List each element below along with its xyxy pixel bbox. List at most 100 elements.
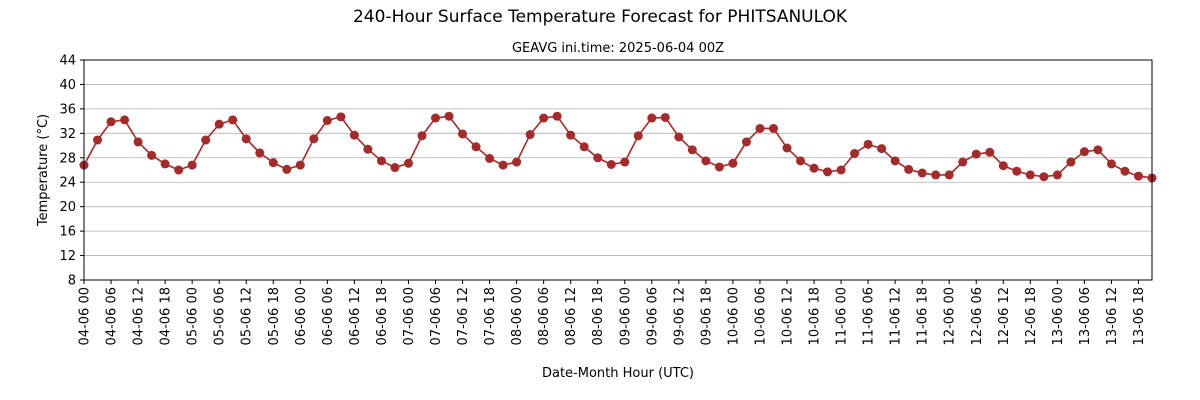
data-point [417,131,427,141]
data-point [741,137,751,147]
data-point [620,157,630,167]
data-point [309,134,319,144]
x-tick-label: 06-06 06 [321,287,336,345]
y-tick-label: 24 [59,176,76,191]
y-tick-label: 28 [59,151,76,166]
data-point [998,161,1008,171]
x-tick-label: 09-06 18 [699,287,714,345]
x-tick-label: 13-06 12 [1105,287,1120,345]
data-point [687,145,697,155]
data-point [147,150,157,160]
y-tick-label: 40 [59,78,76,93]
x-tick-label: 12-06 06 [970,287,985,345]
data-point [823,167,833,177]
data-point [863,139,873,149]
x-tick-label: 04-06 06 [105,287,120,345]
data-point [282,164,292,174]
data-point [1012,166,1022,176]
x-tick-label: 13-06 18 [1132,287,1147,345]
x-tick-label: 12-06 12 [997,287,1012,345]
data-point [796,156,806,166]
y-tick-label: 8 [68,274,76,289]
x-tick-label: 10-06 12 [780,287,795,345]
x-tick-label: 08-06 12 [564,287,579,345]
temperature-series-line [83,115,1153,179]
data-point [214,119,224,129]
x-tick-label: 12-06 18 [1024,287,1039,345]
data-point [498,160,508,170]
x-tick-label: 07-06 18 [483,287,498,345]
data-point [485,153,495,163]
x-tick-label: 06-06 18 [375,287,390,345]
data-point [674,132,684,142]
data-point [1133,171,1143,181]
x-tick-label: 13-06 00 [1051,287,1066,345]
x-tick-label: 09-06 06 [645,287,660,345]
data-point [917,168,927,178]
data-point [552,111,562,121]
x-tick-label: 07-06 12 [456,287,471,345]
y-axis-label: Temperature (°C) [36,114,51,227]
x-tick-label: 06-06 00 [294,287,309,345]
data-point [539,113,549,123]
data-point [985,147,995,157]
data-point [931,170,941,180]
x-tick-label: 05-06 00 [186,287,201,345]
x-tick-label: 10-06 00 [726,287,741,345]
data-point [458,129,468,139]
data-point [958,157,968,167]
x-tick-label: 07-06 00 [402,287,417,345]
data-point [1025,170,1035,180]
data-point [728,158,738,168]
chart-subtitle: GEAVG ini.time: 2025-06-04 00Z [512,41,724,56]
data-point [390,163,400,173]
data-point [187,160,197,170]
data-point [768,123,778,133]
data-point [430,113,440,123]
data-point [714,162,724,172]
data-point [363,144,373,154]
data-point [904,164,914,174]
data-point [1120,166,1130,176]
x-tick-label: 05-06 18 [267,287,282,345]
x-tick-label: 04-06 18 [159,287,174,345]
data-point [255,148,265,158]
x-tick-label: 07-06 06 [429,287,444,345]
data-point [1106,159,1116,169]
data-point [444,111,454,121]
x-tick-label: 09-06 12 [672,287,687,345]
x-tick-label: 13-06 06 [1078,287,1093,345]
x-tick-label: 11-06 12 [889,287,904,345]
data-point [160,159,170,169]
y-tick-label: 12 [59,249,76,264]
x-tick-label: 06-06 12 [348,287,363,345]
x-tick-label: 08-06 18 [591,287,606,345]
x-tick-label: 05-06 06 [213,287,228,345]
data-point [566,130,576,140]
x-tick-label: 11-06 00 [835,287,850,345]
data-point [877,144,887,154]
x-tick-label: 12-06 00 [943,287,958,345]
data-point [755,123,765,133]
data-point [376,156,386,166]
data-point [241,134,251,144]
data-point [701,156,711,166]
x-tick-label: 09-06 00 [618,287,633,345]
data-point [660,112,670,122]
y-axis-ticks: 8 12 16 20 24 28 32 36 40 44 [59,54,84,289]
x-tick-label: 04-06 12 [132,287,147,345]
data-point [633,131,643,141]
x-axis-label: Date-Month Hour (UTC) [542,366,694,381]
data-point [403,158,413,168]
temperature-points [79,111,1157,183]
data-point [336,112,346,122]
y-tick-label: 16 [59,225,76,240]
data-point [890,156,900,166]
data-point [1079,147,1089,157]
data-point [349,130,359,140]
x-tick-label: 08-06 00 [510,287,525,345]
data-point [1093,145,1103,155]
plot-frame [83,59,1153,281]
data-point [120,115,130,125]
x-tick-label: 08-06 06 [537,287,552,345]
